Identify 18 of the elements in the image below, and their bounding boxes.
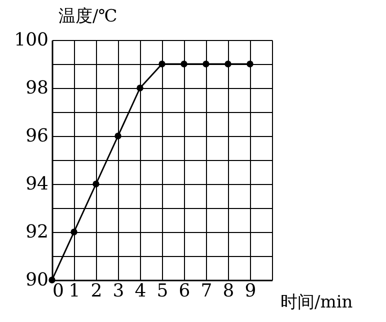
x-tick-label: 3 [112,280,124,302]
y-tick-label: 90 [26,270,48,290]
x-tick-label: 2 [90,280,102,302]
y-tick-label: 92 [26,222,48,242]
x-tick-label: 6 [178,280,190,302]
y-tick-label: 94 [26,174,48,194]
y-tick-label: 100 [14,30,48,50]
x-tick-label: 9 [244,280,256,302]
y-tick-label: 96 [26,126,48,146]
x-tick-label: 4 [134,280,146,302]
x-tick-label: 8 [222,280,234,302]
y-axis-title: 温度/℃ [58,6,118,26]
y-tick-label: 98 [26,78,48,98]
x-axis-title: 时间/min [280,292,353,312]
x-tick-label: 0 [52,280,64,302]
x-tick-label: 5 [156,280,168,302]
x-tick-label: 1 [68,280,80,302]
x-tick-label: 7 [200,280,212,302]
